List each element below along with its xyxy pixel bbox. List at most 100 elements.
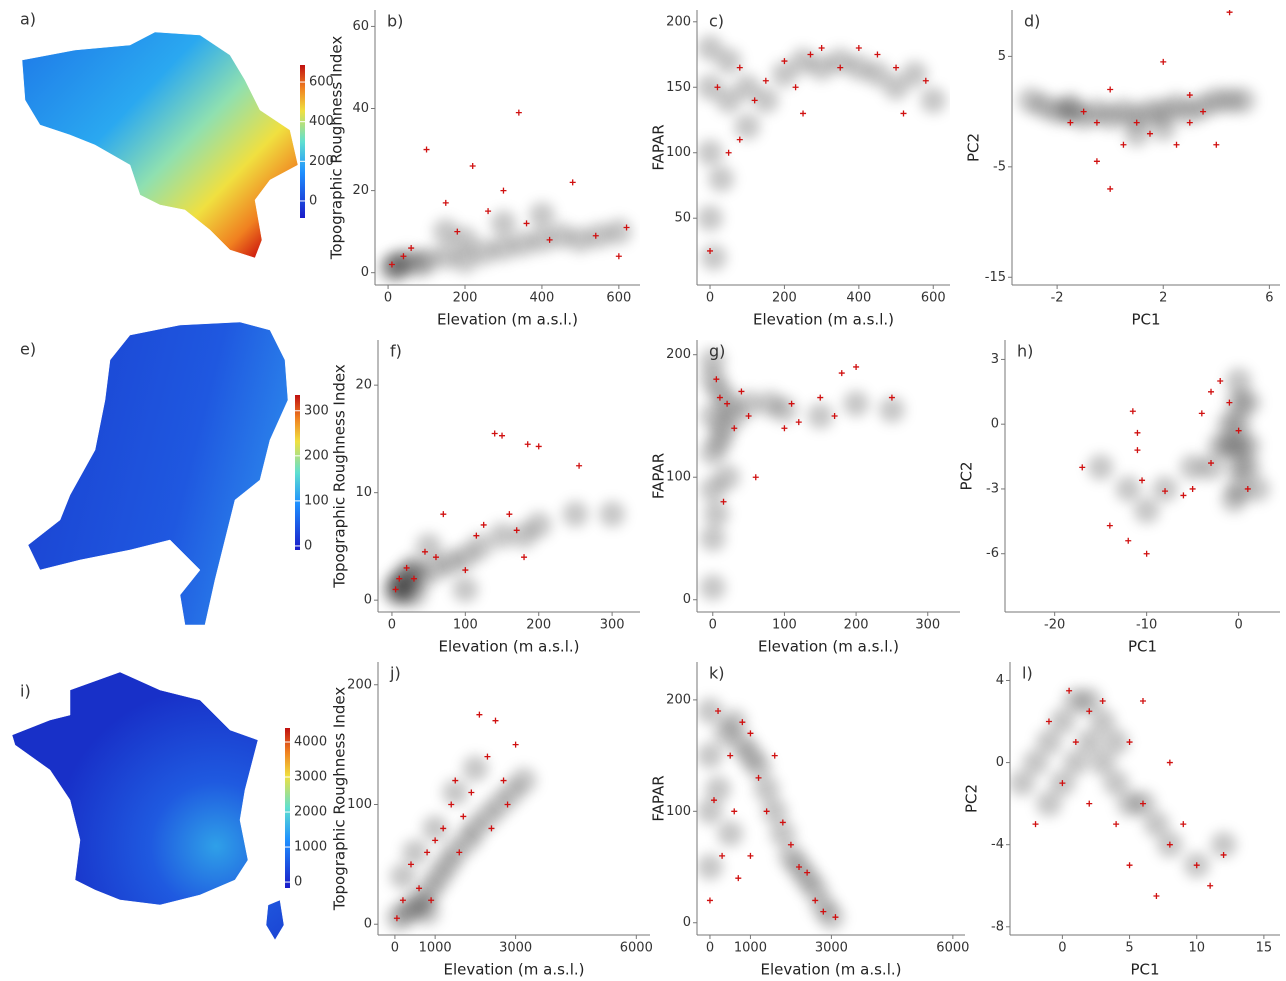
- y-tick-label: 0: [996, 755, 1004, 770]
- x-tick-label: -2: [1051, 291, 1064, 306]
- x-axis-title: Elevation (m a.s.l.): [437, 311, 578, 329]
- density-point: [462, 756, 488, 782]
- x-tick-label: 200: [526, 618, 551, 633]
- density-point: [1036, 791, 1062, 817]
- density-point: [1134, 498, 1160, 524]
- density-point: [1057, 93, 1083, 119]
- density-point: [717, 821, 743, 847]
- y-tick-label: -15: [985, 270, 1006, 285]
- panel-label: l): [1022, 664, 1033, 683]
- plot-area: [379, 110, 632, 282]
- observation-marker: [1130, 408, 1136, 414]
- observation-marker: [793, 84, 799, 90]
- observation-marker: [1180, 821, 1186, 827]
- observation-marker: [1107, 186, 1113, 192]
- y-tick-label: 100: [666, 145, 691, 160]
- density-point: [452, 576, 478, 602]
- plot-area: [1079, 368, 1270, 557]
- x-tick-label: 6000: [620, 941, 653, 956]
- observation-marker: [484, 754, 490, 760]
- colorbar-tick-label: 4000: [294, 735, 327, 750]
- panel-label: a): [20, 10, 36, 29]
- density-point: [1180, 454, 1206, 480]
- observation-marker: [796, 419, 802, 425]
- observation-marker: [521, 554, 527, 560]
- observation-marker: [524, 220, 530, 226]
- observation-marker: [492, 718, 498, 724]
- density-point: [416, 533, 442, 559]
- observation-marker: [1217, 378, 1223, 384]
- observation-marker: [856, 45, 862, 51]
- observation-marker: [1208, 389, 1214, 395]
- plot-area: [697, 698, 844, 930]
- observation-marker: [1033, 821, 1039, 827]
- y-tick-label: 0: [364, 593, 372, 608]
- colorbar-tick-label: 300: [304, 403, 329, 418]
- observation-marker: [481, 522, 487, 528]
- observation-marker: [1134, 447, 1140, 453]
- observation-marker: [800, 110, 806, 116]
- colorbar-tick-label: 0: [309, 193, 317, 208]
- density-point: [1088, 454, 1114, 480]
- x-tick-label: 15: [1256, 941, 1273, 956]
- density-point: [529, 202, 555, 228]
- observation-marker: [1107, 523, 1113, 529]
- observation-marker: [763, 78, 769, 84]
- colorbar-tick-label: 0: [304, 538, 312, 553]
- y-tick-label: 5: [998, 49, 1006, 64]
- density-point: [606, 219, 632, 245]
- observation-marker: [1125, 538, 1131, 544]
- observation-marker: [1187, 92, 1193, 98]
- x-tick-label: 0: [391, 941, 399, 956]
- x-tick-label: 300: [915, 618, 940, 633]
- density-point: [697, 798, 723, 824]
- y-axis-title: PC2: [965, 133, 983, 162]
- y-tick-label: 0: [683, 915, 691, 930]
- panel-label: f): [390, 342, 402, 361]
- y-axis-title: Topographic Roughness Index: [331, 364, 349, 589]
- observation-marker: [570, 179, 576, 185]
- observation-marker: [460, 813, 466, 819]
- y-tick-label: 200: [666, 692, 691, 707]
- observation-marker: [513, 742, 519, 748]
- x-tick-label: 0: [388, 618, 396, 633]
- x-axis-title: Elevation (m a.s.l.): [443, 961, 584, 979]
- x-tick-label: -20: [1044, 618, 1065, 633]
- observation-marker: [1113, 821, 1119, 827]
- observation-marker: [1190, 486, 1196, 492]
- x-tick-label: 10: [1188, 941, 1205, 956]
- colorbar-tick-label: 0: [294, 875, 302, 890]
- y-tick-label: 200: [666, 347, 691, 362]
- observation-marker: [719, 853, 725, 859]
- observation-marker: [1139, 477, 1145, 483]
- density-point: [1230, 88, 1256, 114]
- observation-marker: [707, 897, 713, 903]
- x-tick-label: 600: [606, 291, 631, 306]
- y-tick-label: 10: [355, 485, 372, 500]
- observation-marker: [900, 110, 906, 116]
- y-tick-label: -5: [993, 159, 1006, 174]
- observation-marker: [819, 45, 825, 51]
- observation-marker: [506, 511, 512, 517]
- y-axis-title: PC2: [958, 461, 976, 490]
- observation-marker: [735, 875, 741, 881]
- figure: a)020040060002004006000204060Elevation (…: [0, 0, 1286, 981]
- y-tick-label: -6: [986, 546, 999, 561]
- colorbar-tick-label: 100: [304, 493, 329, 508]
- observation-marker: [1127, 862, 1133, 868]
- density-point: [697, 743, 723, 769]
- x-tick-label: 3000: [815, 941, 848, 956]
- observation-marker: [1167, 760, 1173, 766]
- colorbar-tick-label: 3000: [294, 770, 327, 785]
- observation-marker: [747, 853, 753, 859]
- observation-marker: [485, 208, 491, 214]
- observation-marker: [839, 370, 845, 376]
- map-region: [12, 672, 284, 940]
- x-axis-title: PC1: [1130, 961, 1159, 979]
- observation-marker: [616, 253, 622, 259]
- density-point: [818, 904, 844, 930]
- observation-marker: [1160, 59, 1166, 65]
- observation-marker: [727, 753, 733, 759]
- density-point: [467, 533, 493, 559]
- colorbar-tick-label: 200: [304, 448, 329, 463]
